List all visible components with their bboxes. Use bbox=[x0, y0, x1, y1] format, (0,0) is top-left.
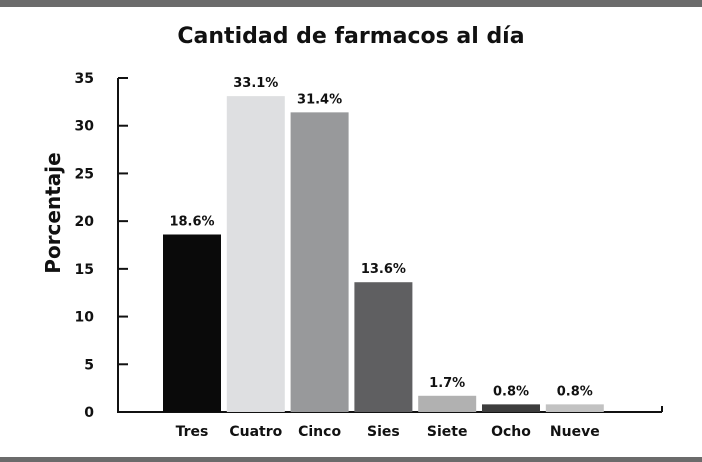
top-rule bbox=[0, 0, 702, 7]
bar-cuatro bbox=[226, 96, 285, 412]
bars bbox=[163, 96, 604, 413]
bar-ocho bbox=[482, 404, 540, 412]
y-tick-label: 0 bbox=[84, 405, 94, 421]
data-label: 18.6% bbox=[169, 215, 214, 230]
data-label: 0.8% bbox=[557, 384, 593, 399]
data-label: 31.4% bbox=[297, 92, 342, 107]
bar-siete bbox=[418, 395, 477, 412]
category-label: Nueve bbox=[550, 424, 600, 440]
data-label: 1.7% bbox=[429, 376, 465, 391]
category-label: Siete bbox=[427, 424, 468, 440]
y-tick-label: 25 bbox=[75, 166, 94, 182]
data-label: 0.8% bbox=[493, 384, 529, 399]
data-label: 13.6% bbox=[361, 262, 406, 277]
y-tick-label: 10 bbox=[75, 310, 95, 326]
category-label: Sies bbox=[367, 424, 400, 440]
data-label: 33.1% bbox=[233, 76, 278, 91]
y-tick-label: 20 bbox=[75, 214, 95, 230]
y-tick-label: 35 bbox=[75, 71, 94, 87]
bar-nueve bbox=[545, 404, 604, 412]
bar-sies bbox=[354, 282, 413, 412]
y-tick-label: 15 bbox=[75, 262, 94, 278]
bar-cinco bbox=[290, 112, 349, 413]
bar-tres bbox=[163, 234, 221, 412]
category-label: Cinco bbox=[298, 424, 341, 440]
y-tick-label: 5 bbox=[84, 357, 94, 373]
category-label: Ocho bbox=[491, 424, 531, 440]
bottom-rule bbox=[0, 457, 702, 462]
category-label: Cuatro bbox=[229, 424, 282, 440]
y-axis-label: Porcentaje bbox=[41, 152, 65, 273]
chart-title: Cantidad de farmacos al día bbox=[177, 24, 525, 49]
labels: 18.6% Tres 33.1% Cuatro 31.4% Cinco 13.6% Sies 1… bbox=[169, 76, 599, 440]
y-tick-label: 30 bbox=[75, 119, 95, 135]
category-label: Tres bbox=[176, 424, 209, 440]
